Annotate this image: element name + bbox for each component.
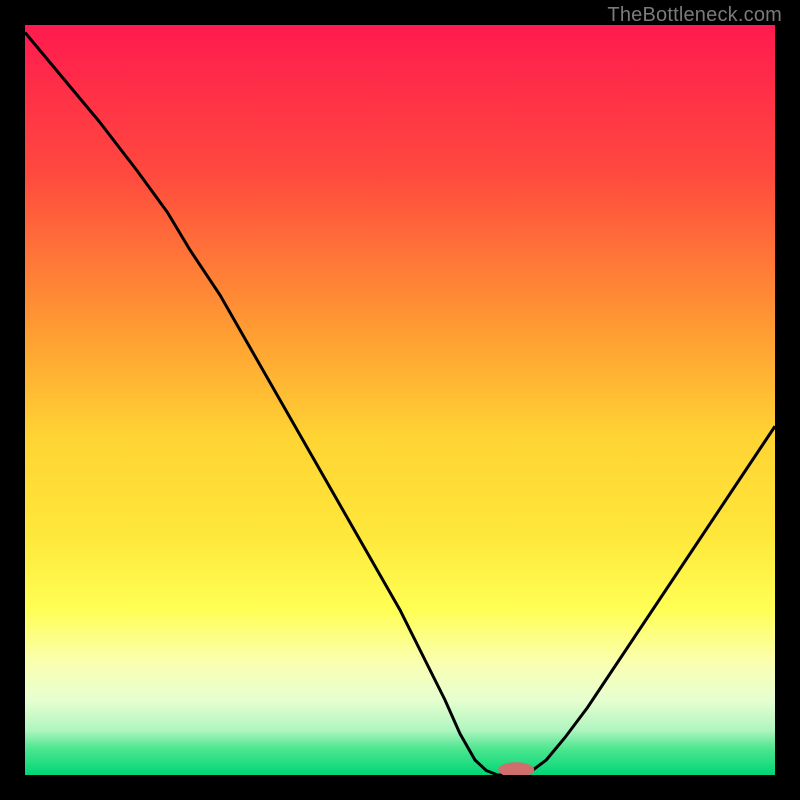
gradient-background [25,25,775,775]
chart-svg [25,25,775,775]
watermark-text: TheBottleneck.com [607,4,782,27]
plot-area [25,25,775,775]
outer-frame: TheBottleneck.com [0,0,800,800]
